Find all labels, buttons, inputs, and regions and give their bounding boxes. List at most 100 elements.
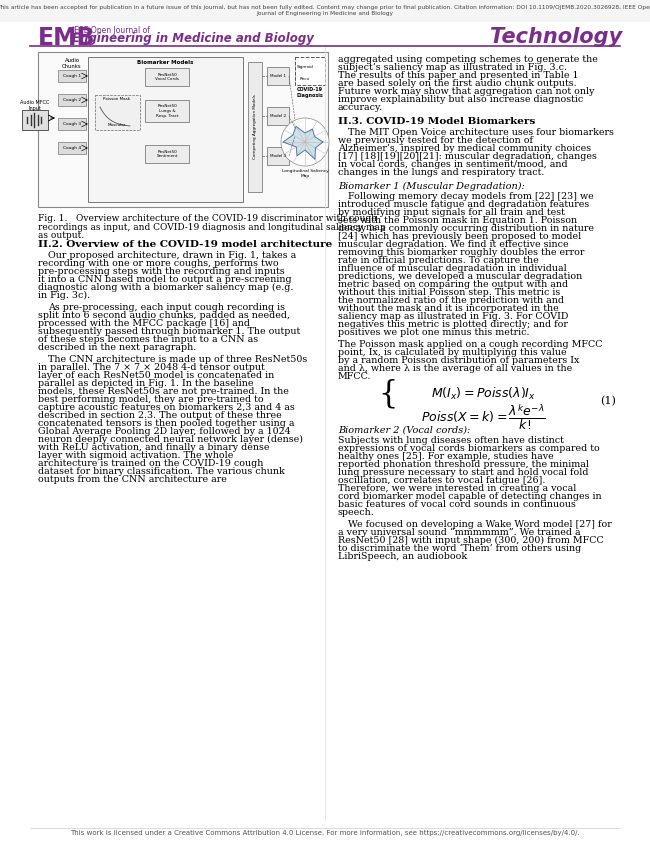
Text: Alzheimer’s, inspired by medical community choices: Alzheimer’s, inspired by medical communi… — [338, 144, 591, 153]
Text: negatives this metric is plotted directly; and for: negatives this metric is plotted directl… — [338, 320, 568, 329]
Text: layer of each ResNet50 model is concatenated in: layer of each ResNet50 model is concaten… — [38, 371, 274, 380]
Text: capture acoustic features on biomarkers 2,3 and 4 as: capture acoustic features on biomarkers … — [38, 403, 294, 412]
Text: COVID-19
Diagnosis: COVID-19 Diagnosis — [296, 87, 324, 98]
Text: (1): (1) — [600, 396, 616, 406]
Text: LibriSpeech, an audiobook: LibriSpeech, an audiobook — [338, 552, 467, 561]
Text: improve explainability but also increase diagnostic: improve explainability but also increase… — [338, 95, 583, 104]
Bar — [267, 107, 289, 125]
Text: Fig. 1.   Overview architecture of the COVID-19 discriminator with cough: Fig. 1. Overview architecture of the COV… — [38, 214, 377, 223]
Text: as output.: as output. — [38, 231, 84, 240]
Text: basic features of vocal cord sounds in continuous: basic features of vocal cord sounds in c… — [338, 500, 576, 509]
Text: Model 1: Model 1 — [270, 74, 286, 78]
Text: the normalized ratio of the prediction with and: the normalized ratio of the prediction w… — [338, 296, 564, 305]
Text: in Fig. 3c).: in Fig. 3c). — [38, 291, 90, 300]
Text: Model 2: Model 2 — [270, 114, 286, 118]
Text: Engineering in Medicine and Biology: Engineering in Medicine and Biology — [72, 32, 314, 45]
Text: ResNet50
Sentiment: ResNet50 Sentiment — [156, 150, 177, 158]
Text: in parallel. The 7 × 7 × 2048 4-d tensor output: in parallel. The 7 × 7 × 2048 4-d tensor… — [38, 363, 265, 372]
Text: $M(I_x) = Poiss(\lambda)I_x$: $M(I_x) = Poiss(\lambda)I_x$ — [430, 386, 536, 402]
Text: [24] which has previously been proposed to model: [24] which has previously been proposed … — [338, 232, 581, 241]
Bar — [145, 145, 189, 163]
Text: Therefore, we were interested in creating a vocal: Therefore, we were interested in creatin… — [338, 484, 577, 493]
Text: The MIT Open Voice architecture uses four biomarkers: The MIT Open Voice architecture uses fou… — [348, 128, 614, 137]
Text: we previously tested for the detection of: we previously tested for the detection o… — [338, 136, 533, 145]
Text: muscular degradation. We find it effective since: muscular degradation. We find it effecti… — [338, 240, 569, 249]
Text: rate in official predictions. To capture the: rate in official predictions. To capture… — [338, 256, 539, 265]
Text: parallel as depicted in Fig. 1. In the baseline: parallel as depicted in Fig. 1. In the b… — [38, 379, 254, 388]
Text: Longitudinal Saliency
Map: Longitudinal Saliency Map — [281, 169, 328, 177]
Text: a very universal sound “mmmmmm”. We trained a: a very universal sound “mmmmmm”. We trai… — [338, 528, 580, 537]
Bar — [58, 94, 86, 106]
Circle shape — [281, 118, 329, 166]
Bar — [295, 74, 315, 83]
Text: MFCC.: MFCC. — [338, 372, 372, 381]
Text: Biomarker 1 (Muscular Degradation):: Biomarker 1 (Muscular Degradation): — [338, 182, 525, 191]
Text: without this initial Poisson step. This metric is: without this initial Poisson step. This … — [338, 288, 560, 297]
Text: Global Average Pooling 2D layer, followed by a 1024: Global Average Pooling 2D layer, followe… — [38, 427, 291, 436]
Text: Journal of Engineering in Medicine and Biology: Journal of Engineering in Medicine and B… — [257, 10, 393, 15]
Text: split into 6 second audio chunks, padded as needed,: split into 6 second audio chunks, padded… — [38, 311, 290, 320]
Text: positives we plot one minus this metric.: positives we plot one minus this metric. — [338, 328, 530, 337]
Text: Competing Aggregation Models: Competing Aggregation Models — [253, 95, 257, 160]
Text: Cough 3: Cough 3 — [63, 122, 81, 126]
Text: subsequently passed through biomarker 1. The output: subsequently passed through biomarker 1.… — [38, 327, 300, 336]
Text: described in section 2.3. The output of these three: described in section 2.3. The output of … — [38, 411, 281, 420]
Text: decay is a commonly occurring distribution in nature: decay is a commonly occurring distributi… — [338, 224, 594, 233]
Text: in vocal cords, changes in sentiment/mood, and: in vocal cords, changes in sentiment/moo… — [338, 160, 567, 169]
Bar — [58, 142, 86, 154]
Text: to discriminate the word ‘Them’ from others using: to discriminate the word ‘Them’ from oth… — [338, 544, 581, 553]
Text: Muscular: Muscular — [108, 123, 126, 127]
Text: saliency map as illustrated in Fig. 3. For COVID: saliency map as illustrated in Fig. 3. F… — [338, 312, 568, 321]
Text: introduced muscle fatigue and degradation features: introduced muscle fatigue and degradatio… — [338, 200, 590, 209]
Text: ResNet50
Lungs &
Resp. Tract: ResNet50 Lungs & Resp. Tract — [156, 104, 178, 118]
Text: lung pressure necessary to start and hold vocal fold: lung pressure necessary to start and hol… — [338, 468, 588, 477]
Bar — [88, 57, 243, 202]
Text: and λ, where λ is the average of all values in the: and λ, where λ is the average of all val… — [338, 364, 572, 373]
Bar — [267, 147, 289, 165]
Text: The Poisson mask applied on a cough recording MFCC: The Poisson mask applied on a cough reco… — [338, 340, 603, 349]
Text: sets with the Poisson mask in Equation 1. Poisson: sets with the Poisson mask in Equation 1… — [338, 216, 577, 225]
Text: diagnostic along with a biomarker saliency map (e.g.: diagnostic along with a biomarker salien… — [38, 283, 293, 292]
Text: Cough 2: Cough 2 — [63, 98, 81, 102]
Text: Technology: Technology — [489, 27, 622, 47]
Text: speech.: speech. — [338, 508, 375, 517]
Text: II.2. Overview of the COVID-19 model architecture: II.2. Overview of the COVID-19 model arc… — [38, 240, 332, 249]
Text: This work is licensed under a Creative Commons Attribution 4.0 License. For more: This work is licensed under a Creative C… — [70, 830, 580, 836]
Bar — [295, 62, 315, 72]
Text: We focused on developing a Wake Word model [27] for: We focused on developing a Wake Word mod… — [348, 520, 612, 529]
Text: without the mask and it is incorporated in the: without the mask and it is incorporated … — [338, 304, 559, 313]
Text: subject’s saliency map as illustrated in Fig. 3.c.: subject’s saliency map as illustrated in… — [338, 63, 567, 72]
Text: reported phonation threshold pressure, the minimal: reported phonation threshold pressure, t… — [338, 460, 589, 469]
Text: concatenated tensors is then pooled together using a: concatenated tensors is then pooled toge… — [38, 419, 294, 428]
Text: layer with sigmoid activation. The whole: layer with sigmoid activation. The whole — [38, 451, 233, 460]
Text: recording with one or more coughs, performs two: recording with one or more coughs, perfo… — [38, 259, 279, 268]
Polygon shape — [283, 126, 323, 159]
Text: IEEE Open Journal of: IEEE Open Journal of — [72, 26, 150, 35]
Text: Our proposed architecture, drawn in Fig. 1, takes a: Our proposed architecture, drawn in Fig.… — [48, 251, 296, 260]
Text: best performing model, they are pre-trained to: best performing model, they are pre-trai… — [38, 395, 264, 404]
Text: ResNet50
Vocal Cords: ResNet50 Vocal Cords — [155, 72, 179, 82]
Text: models, these ResNet50s are not pre-trained. In the: models, these ResNet50s are not pre-trai… — [38, 387, 289, 396]
Text: by modifying input signals for all train and test: by modifying input signals for all train… — [338, 208, 565, 217]
Text: predictions, we developed a muscular degradation: predictions, we developed a muscular deg… — [338, 272, 582, 281]
Text: ResNet50 [28] with input shape (300, 200) from MFCC: ResNet50 [28] with input shape (300, 200… — [338, 536, 604, 545]
Text: Following memory decay models from [22] [23] we: Following memory decay models from [22] … — [348, 192, 593, 201]
Text: processed with the MFCC package [16] and: processed with the MFCC package [16] and — [38, 319, 250, 328]
Bar — [248, 62, 262, 192]
Text: $Poiss(X = k) = \dfrac{\lambda^k e^{-\lambda}}{k!}$: $Poiss(X = k) = \dfrac{\lambda^k e^{-\la… — [421, 402, 545, 431]
Text: Biomarker Models: Biomarker Models — [137, 60, 194, 65]
Text: Reco: Reco — [300, 77, 310, 81]
Text: it into a CNN based model to output a pre-screening: it into a CNN based model to output a pr… — [38, 275, 292, 284]
Text: This article has been accepted for publication in a future issue of this journal: This article has been accepted for publi… — [0, 5, 650, 10]
Text: oscillation, correlates to vocal fatigue [26].: oscillation, correlates to vocal fatigue… — [338, 476, 545, 485]
Text: described in the next paragraph.: described in the next paragraph. — [38, 343, 196, 352]
Bar — [0, 0, 650, 22]
Text: cord biomarker model capable of detecting changes in: cord biomarker model capable of detectin… — [338, 492, 602, 501]
Text: neuron deeply connected neural network layer (dense): neuron deeply connected neural network l… — [38, 435, 303, 444]
Text: As pre-processing, each input cough recording is: As pre-processing, each input cough reco… — [48, 303, 285, 312]
Text: metric based on comparing the output with and: metric based on comparing the output wit… — [338, 280, 568, 289]
Text: outputs from the CNN architecture are: outputs from the CNN architecture are — [38, 475, 227, 484]
Text: aggregated using competing schemes to generate the: aggregated using competing schemes to ge… — [338, 55, 598, 64]
Text: point, Ix, is calculated by multiplying this value: point, Ix, is calculated by multiplying … — [338, 348, 567, 357]
Text: {: { — [378, 378, 398, 410]
